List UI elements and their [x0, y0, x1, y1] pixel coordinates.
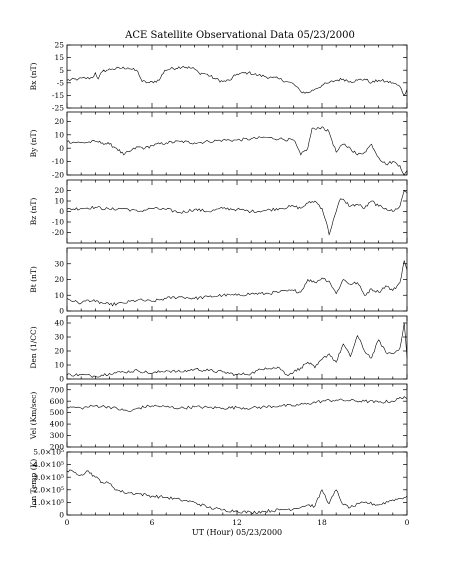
y-tick-label: 5	[59, 66, 64, 75]
panel-frame	[66, 383, 408, 448]
y-axis-label: Ion Temp (K)	[29, 459, 38, 508]
panel-1: 25 15 5 -5 -15 -25 Bx (nT)	[29, 41, 408, 113]
panel-frame	[66, 451, 408, 516]
y-tick-label: 200	[50, 443, 65, 452]
panel-frame	[66, 179, 408, 244]
data-series-line	[66, 396, 408, 412]
y-tick-label: 300	[50, 431, 65, 440]
y-tick-label: 20	[54, 117, 64, 126]
y-tick-label: -10	[52, 157, 64, 166]
data-series-line	[66, 469, 408, 515]
y-tick-label: 15	[54, 53, 64, 62]
y-tick-label: 0	[59, 511, 64, 520]
y-tick-label: 30	[54, 333, 64, 342]
data-series-line	[66, 260, 408, 307]
y-tick-label: 20	[54, 186, 64, 195]
y-tick-label: 10	[54, 361, 64, 370]
panel-frame	[66, 247, 408, 312]
y-tick-label: -25	[52, 104, 64, 113]
chart-title: ACE Satellite Observational Data 05/23/2…	[124, 30, 355, 41]
data-series-line	[66, 189, 408, 236]
x-tick-label: 0	[405, 518, 410, 527]
y-tick-label: 400	[50, 420, 65, 429]
panel-5: 40 30 20 10 0 Den (1/CC)	[29, 315, 408, 384]
y-tick-label: -20	[52, 171, 64, 180]
y-tick-label: 600	[50, 397, 65, 406]
y-tick-label: -5	[57, 78, 65, 87]
x-tick-label: 18	[317, 518, 327, 527]
x-tick-label: 12	[232, 518, 242, 527]
y-tick-label: 5.0×10⁵	[33, 448, 64, 457]
y-tick-label: -10	[52, 218, 64, 227]
y-tick-label: 1.0×10⁵	[33, 498, 64, 507]
x-tick-label: 6	[150, 518, 155, 527]
y-tick-label: 4.0×10⁵	[33, 460, 64, 469]
data-series-line	[66, 126, 408, 176]
panel-3: 20 100 -10-20 Bz (nT)	[29, 179, 408, 244]
y-tick-label: 40	[54, 319, 64, 328]
y-tick-label: 20	[54, 275, 64, 284]
y-tick-label: 10	[54, 291, 64, 300]
panel-2: 20 10 0 -10 -20 By (nT)	[29, 111, 408, 180]
y-tick-label: 10	[54, 130, 64, 139]
panel-4: 30 20 10 0 Bt (nT)	[29, 247, 408, 316]
x-tick-label: 0	[65, 518, 70, 527]
y-tick-label: 2.0×10⁵	[33, 485, 64, 494]
y-axis-label: Vel (Km/sec)	[29, 392, 38, 441]
y-tick-label: 0	[59, 307, 64, 316]
y-axis-label: Bt (nT)	[29, 266, 38, 293]
y-tick-label: 500	[50, 408, 65, 417]
panel-frame	[66, 111, 408, 176]
panel-frame	[66, 44, 408, 109]
y-tick-label: -15	[52, 91, 64, 100]
y-tick-label: 0	[59, 207, 64, 216]
x-axis-label: UT (Hour) 05/23/2000	[192, 528, 282, 537]
y-tick-label: 0	[59, 375, 64, 384]
panel-frame	[66, 315, 408, 380]
y-tick-label: 25	[54, 41, 64, 50]
y-axis-label: Bx (nT)	[29, 63, 38, 91]
y-tick-label: 30	[54, 259, 64, 268]
y-tick-label: 10	[54, 197, 64, 206]
y-tick-label: 20	[54, 347, 64, 356]
data-series-line	[66, 322, 408, 378]
y-tick-label: -20	[52, 228, 64, 237]
y-axis-label: Bz (nT)	[29, 198, 38, 226]
y-axis-label: By (nT)	[29, 130, 38, 158]
y-axis-label: Den (1/CC)	[29, 326, 38, 368]
data-series-line	[66, 66, 408, 96]
panel-6: 700 600 500 400 300 200 Vel (Km/sec)	[29, 383, 408, 452]
y-tick-label: 700	[50, 385, 65, 394]
panel-7: 5.0×10⁵ 4.0×10⁵ 3.0×10⁵ 2.0×10⁵ 1.0×10⁵ 0 Ion …	[29, 448, 408, 520]
y-tick-label: 0	[59, 144, 64, 153]
y-tick-label: 3.0×10⁵	[33, 473, 64, 482]
